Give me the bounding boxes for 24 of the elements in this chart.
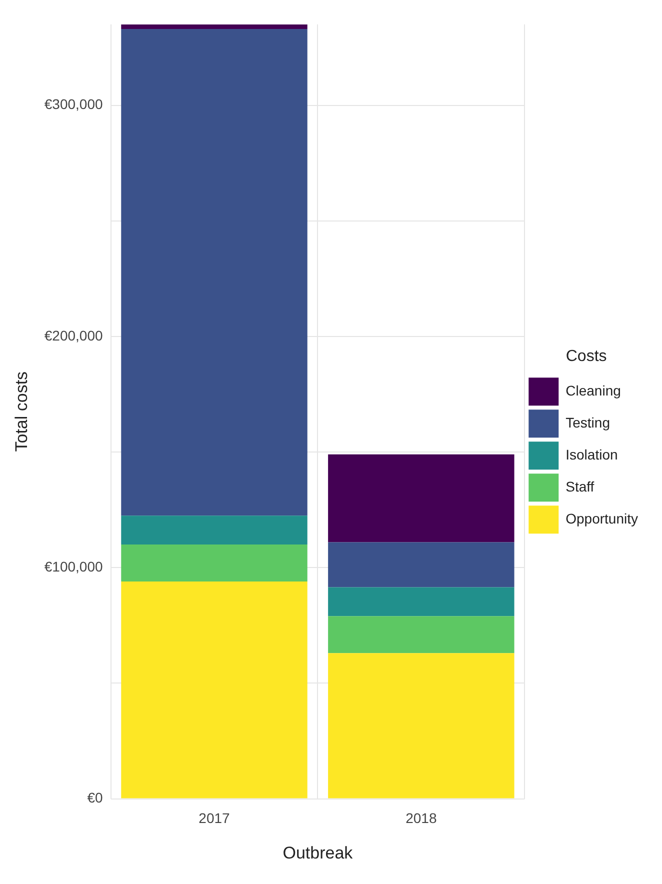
legend-label: Cleaning bbox=[566, 382, 621, 398]
y-tick-label: €100,000 bbox=[44, 558, 103, 574]
y-tick-label: €200,000 bbox=[44, 327, 103, 344]
bar bbox=[328, 454, 514, 542]
bar bbox=[328, 587, 514, 616]
legend-label: Isolation bbox=[566, 446, 618, 462]
bar bbox=[121, 24, 308, 30]
bar bbox=[121, 582, 308, 798]
bar bbox=[328, 653, 514, 798]
x-tick-label: 2017 bbox=[198, 810, 230, 826]
y-tick-label: €0 bbox=[87, 790, 103, 806]
x-axis-title: Outbreak bbox=[282, 843, 354, 862]
x-tick-label: 2018 bbox=[406, 810, 437, 826]
bar bbox=[328, 542, 514, 588]
legend-label: Testing bbox=[566, 414, 610, 430]
legend-title: Costs bbox=[566, 348, 607, 365]
bar bbox=[121, 516, 308, 545]
legend-label: Staff bbox=[566, 478, 594, 494]
bar bbox=[121, 544, 308, 582]
bar bbox=[121, 29, 308, 516]
y-axis-title: Total costs bbox=[12, 371, 31, 452]
legend-label: Opportunity bbox=[566, 510, 638, 526]
bar bbox=[328, 616, 514, 654]
y-tick-label: €300,000 bbox=[44, 96, 103, 112]
